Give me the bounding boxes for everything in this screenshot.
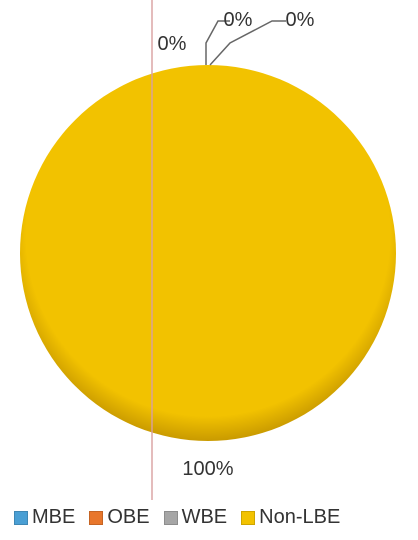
data-label-mbe: 0%: [158, 33, 187, 55]
legend-swatch-non-lbe: [241, 510, 256, 525]
data-label-wbe: 0%: [286, 9, 315, 31]
leader-line-obe: [205, 20, 230, 65]
legend-label-obe: OBE: [107, 506, 150, 528]
legend-item-obe: OBE: [89, 506, 150, 529]
leader-line-wbe: [209, 20, 286, 66]
pie-slice-non-lbe: [20, 65, 396, 441]
legend-swatch-mbe: [14, 510, 28, 525]
legend: MBE OBE WBE Non-LBE: [14, 506, 414, 529]
legend-label-wbe: WBE: [181, 506, 228, 528]
data-label-obe: 0%: [224, 9, 253, 31]
legend-item-wbe: WBE: [163, 506, 228, 529]
legend-swatch-wbe: [163, 510, 178, 525]
legend-label-non-lbe: Non-LBE: [259, 506, 341, 528]
pie-chart: 0% 0% 0% 100%: [20, 0, 396, 500]
legend-item-mbe: MBE: [14, 506, 75, 529]
legend-label-mbe: MBE: [32, 506, 76, 528]
legend-swatch-obe: [89, 510, 104, 525]
legend-item-non-lbe: Non-LBE: [241, 506, 340, 529]
data-label-non-lbe: 100%: [182, 458, 233, 480]
